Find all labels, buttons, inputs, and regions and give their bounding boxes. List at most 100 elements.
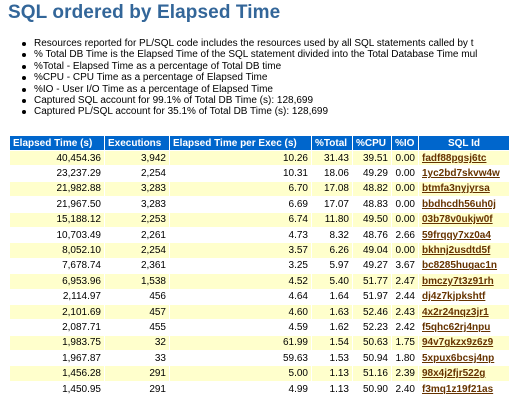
cell-pct-io: 1.80	[392, 351, 418, 366]
sql-id-link[interactable]: f5qhc62rj4npu	[422, 321, 491, 333]
table-row: 1,983.75 32 61.99 1.54 50.63 1.75 94v7gkzx9z6z…	[10, 335, 509, 351]
sql-id-link[interactable]: btmfa3nyjyrsa	[422, 183, 490, 195]
cell-pct-total: 8.32	[312, 227, 352, 243]
table-row: 2,101.69 457 4.60 1.63 52.46 2.43 4x2r24nqz3jr…	[10, 304, 509, 320]
table-row: 40,454.36 3,942 10.26 31.43 39.51 0.00 fadf88p…	[10, 151, 509, 166]
header-elapsed-time: Elapsed Time (s)	[10, 136, 104, 150]
cell-pct-io: 0.00	[392, 197, 418, 212]
cell-pct-io: 2.47	[392, 274, 418, 289]
cell-elapsed-per-exec: 4.73	[170, 227, 311, 243]
cell-pct-io: 2.39	[392, 366, 418, 381]
cell-pct-total: 5.40	[312, 274, 352, 289]
sql-id-link[interactable]: bmczy7t3z91rh	[422, 275, 494, 287]
note-item: %CPU - CPU Time as a percentage of Elaps…	[20, 72, 518, 83]
table-row: 21,967.50 3,283 6.69 17.07 48.83 0.00 bbdhcdh5…	[10, 197, 509, 212]
header-executions: Executions	[105, 136, 169, 150]
cell-sql-id: 03b78v0ukjw0f	[419, 212, 509, 227]
note-item: Captured SQL account for 99.1% of Total …	[20, 95, 518, 106]
cell-pct-io: 0.00	[392, 212, 418, 227]
cell-pct-cpu: 49.50	[353, 212, 391, 227]
cell-pct-cpu: 52.23	[353, 320, 391, 335]
table-row: 1,456.28 291 5.00 1.13 51.16 2.39 98x4j2fjr522…	[10, 366, 509, 381]
cell-executions: 3,942	[105, 151, 169, 166]
cell-elapsed-per-exec: 6.69	[170, 197, 311, 212]
cell-pct-cpu: 49.27	[353, 258, 391, 274]
cell-pct-io: 1.75	[392, 335, 418, 351]
cell-elapsed-time: 1,967.87	[10, 351, 104, 366]
cell-elapsed-time: 6,953.96	[10, 274, 104, 289]
cell-pct-total: 18.06	[312, 166, 352, 181]
cell-elapsed-time: 21,982.88	[10, 181, 104, 197]
sql-id-link[interactable]: bc8285hugac1n	[422, 260, 498, 272]
cell-elapsed-per-exec: 5.00	[170, 366, 311, 381]
cell-pct-total: 11.80	[312, 212, 352, 227]
table-header-row: Elapsed Time (s) Executions Elapsed Time…	[10, 136, 509, 150]
cell-elapsed-time: 40,454.36	[10, 151, 104, 166]
cell-sql-id: bbdhcdh56uh0j	[419, 197, 509, 212]
cell-pct-cpu: 48.82	[353, 181, 391, 197]
sql-id-link[interactable]: bkhnj2usdtd5f	[422, 245, 491, 257]
cell-elapsed-per-exec: 4.64	[170, 289, 311, 304]
cell-pct-total: 1.13	[312, 381, 352, 397]
note-item: Resources reported for PL/SQL code inclu…	[20, 38, 518, 49]
cell-elapsed-time: 7,678.74	[10, 258, 104, 274]
sql-id-link[interactable]: 5xpux6bcsj4np	[422, 352, 495, 364]
cell-elapsed-per-exec: 4.99	[170, 381, 311, 397]
cell-pct-cpu: 51.97	[353, 289, 391, 304]
cell-elapsed-time: 2,101.69	[10, 304, 104, 320]
cell-elapsed-per-exec: 3.25	[170, 258, 311, 274]
cell-elapsed-time: 23,237.29	[10, 166, 104, 181]
header-pct-io: %IO	[392, 136, 418, 150]
cell-sql-id: 94v7gkzx9z6z9	[419, 335, 509, 351]
cell-elapsed-per-exec: 4.59	[170, 320, 311, 335]
cell-sql-id: 98x4j2fjr522g	[419, 366, 509, 381]
cell-pct-cpu: 51.16	[353, 366, 391, 381]
sql-id-link[interactable]: 59frqqy7xz0a4	[422, 229, 491, 241]
cell-executions: 455	[105, 320, 169, 335]
sql-id-link[interactable]: 98x4j2fjr522g	[422, 368, 486, 380]
cell-sql-id: 1yc2bd7skvw4w	[419, 166, 509, 181]
cell-sql-id: 4x2r24nqz3jr1	[419, 304, 509, 320]
cell-sql-id: bkhnj2usdtd5f	[419, 243, 509, 258]
table-row: 2,114.97 456 4.64 1.64 51.97 2.44 dj4z7kjpksht…	[10, 289, 509, 304]
cell-pct-io: 2.43	[392, 304, 418, 320]
cell-pct-io: 3.67	[392, 258, 418, 274]
header-pct-cpu: %CPU	[353, 136, 391, 150]
cell-elapsed-time: 15,188.12	[10, 212, 104, 227]
cell-pct-cpu: 52.46	[353, 304, 391, 320]
cell-sql-id: btmfa3nyjyrsa	[419, 181, 509, 197]
sql-id-link[interactable]: 1yc2bd7skvw4w	[422, 168, 500, 180]
cell-elapsed-time: 10,703.49	[10, 227, 104, 243]
cell-elapsed-time: 1,983.75	[10, 335, 104, 351]
cell-pct-cpu: 48.83	[353, 197, 391, 212]
sql-id-link[interactable]: bbdhcdh56uh0j	[422, 198, 496, 210]
table-row: 10,703.49 2,261 4.73 8.32 48.76 2.66 59frqqy7x…	[10, 227, 509, 243]
cell-elapsed-per-exec: 61.99	[170, 335, 311, 351]
cell-sql-id: bc8285hugac1n	[419, 258, 509, 274]
cell-sql-id: bmczy7t3z91rh	[419, 274, 509, 289]
cell-pct-cpu: 49.04	[353, 243, 391, 258]
header-pct-total: %Total	[312, 136, 352, 150]
cell-pct-cpu: 49.29	[353, 166, 391, 181]
cell-pct-io: 2.42	[392, 320, 418, 335]
cell-sql-id: 59frqqy7xz0a4	[419, 227, 509, 243]
cell-pct-io: 0.00	[392, 181, 418, 197]
sql-id-link[interactable]: dj4z7kjpkshtf	[422, 291, 486, 303]
note-item: % Total DB Time is the Elapsed Time of t…	[20, 49, 518, 60]
cell-pct-io: 0.00	[392, 243, 418, 258]
page-title: SQL ordered by Elapsed Time	[8, 2, 281, 23]
cell-pct-total: 1.63	[312, 304, 352, 320]
cell-executions: 291	[105, 366, 169, 381]
sql-id-link[interactable]: 03b78v0ukjw0f	[422, 214, 493, 226]
cell-executions: 3,283	[105, 197, 169, 212]
cell-executions: 33	[105, 351, 169, 366]
cell-elapsed-per-exec: 59.63	[170, 351, 311, 366]
table-row: 23,237.29 2,254 10.31 18.06 49.29 0.00 1yc2bd7…	[10, 166, 509, 181]
sql-id-link[interactable]: 94v7gkzx9z6z9	[422, 337, 494, 349]
note-item: Captured PL/SQL account for 35.1% of Tot…	[20, 106, 518, 117]
table-row: 2,087.71 455 4.59 1.62 52.23 2.42 f5qhc62rj4np…	[10, 320, 509, 335]
sql-id-link[interactable]: fadf88pgsj6tc	[422, 152, 487, 164]
sql-id-link[interactable]: f3mq1z19f21as	[422, 383, 494, 395]
sql-id-link[interactable]: 4x2r24nqz3jr1	[422, 306, 489, 318]
cell-pct-total: 6.26	[312, 243, 352, 258]
